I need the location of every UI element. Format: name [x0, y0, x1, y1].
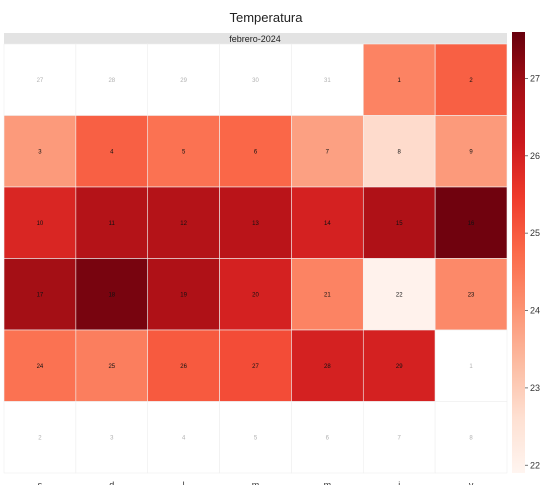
- day-label: 6: [326, 435, 330, 441]
- day-label: 24: [37, 364, 44, 370]
- day-label: 1: [469, 364, 473, 370]
- day-label: 29: [396, 364, 403, 370]
- day-cell: [3, 258, 77, 331]
- day-label: 3: [110, 435, 114, 441]
- day-cell: [3, 115, 77, 188]
- day-cell: [219, 401, 292, 474]
- day-label: 2: [38, 435, 42, 441]
- day-label: 25: [108, 364, 115, 370]
- day-label: 19: [180, 292, 187, 298]
- day-label: 30: [252, 78, 259, 84]
- month-strip: [4, 33, 507, 44]
- day-cell: [3, 43, 77, 116]
- day-label: 21: [324, 292, 331, 298]
- day-cell: [75, 401, 149, 474]
- day-label: 17: [37, 292, 44, 298]
- day-label: 26: [180, 364, 187, 370]
- day-label: 9: [469, 149, 473, 155]
- day-label: 7: [398, 435, 402, 441]
- day-label: 13: [252, 221, 259, 227]
- day-label: 28: [108, 78, 115, 84]
- day-cell: [147, 401, 220, 474]
- day-cell: [219, 329, 292, 402]
- day-label: 1: [398, 78, 402, 84]
- day-cell: [291, 329, 364, 402]
- weekday-label: s: [38, 480, 43, 485]
- day-label: 28: [324, 364, 331, 370]
- weekday-label: l: [183, 480, 185, 485]
- day-label: 8: [469, 435, 473, 441]
- weekday-label: d: [109, 480, 114, 485]
- day-cell: [291, 115, 364, 188]
- day-label: 12: [180, 221, 187, 227]
- day-label: 15: [396, 221, 403, 227]
- chart-title: Temperatura: [230, 10, 304, 25]
- weekday-label: v: [469, 480, 474, 485]
- day-cell: [219, 186, 292, 259]
- day-label: 11: [109, 221, 116, 227]
- day-cell: [291, 258, 364, 331]
- day-cell: [362, 329, 436, 402]
- day-cell: [219, 115, 292, 188]
- day-cell: [434, 186, 508, 259]
- colorbar-tick-label: 25: [530, 228, 540, 238]
- day-label: 20: [252, 292, 259, 298]
- weekday-label: m: [252, 480, 260, 485]
- weekday-label: j: [397, 480, 400, 485]
- day-cell: [362, 186, 436, 259]
- day-cell: [147, 329, 220, 402]
- day-label: 8: [398, 149, 402, 155]
- colorbar-tick-label: 24: [530, 306, 540, 316]
- day-label: 3: [38, 149, 42, 155]
- day-cell: [434, 329, 508, 402]
- colorbar-tick-label: 23: [530, 383, 540, 393]
- day-label: 31: [324, 78, 331, 84]
- day-cell: [75, 43, 149, 116]
- colorbar: [512, 32, 525, 473]
- day-label: 22: [396, 292, 403, 298]
- day-label: 4: [110, 149, 114, 155]
- colorbar-tick-label: 22: [530, 460, 540, 470]
- day-label: 7: [326, 149, 330, 155]
- day-label: 5: [182, 149, 186, 155]
- day-label: 18: [108, 292, 115, 298]
- day-cell: [362, 115, 436, 188]
- day-cell: [3, 401, 77, 474]
- colorbar-tick-label: 27: [530, 73, 540, 83]
- day-label: 29: [180, 78, 187, 84]
- day-cell: [75, 115, 149, 188]
- day-label: 14: [324, 221, 331, 227]
- day-cell: [291, 186, 364, 259]
- weekday-label: m: [324, 480, 332, 485]
- day-cell: [434, 115, 508, 188]
- day-cell: [219, 258, 292, 331]
- month-strip-label: febrero-2024: [229, 34, 281, 44]
- day-cell: [434, 401, 508, 474]
- day-label: 6: [254, 149, 258, 155]
- day-cell: [3, 329, 77, 402]
- day-cell: [147, 186, 220, 259]
- day-label: 23: [468, 292, 475, 298]
- day-label: 27: [252, 364, 259, 370]
- day-label: 10: [37, 221, 44, 227]
- day-label: 27: [37, 78, 44, 84]
- day-label: 5: [254, 435, 258, 441]
- day-cell: [75, 186, 149, 259]
- day-cell: [434, 258, 508, 331]
- day-cell: [147, 258, 220, 331]
- colorbar-ticks: 22 23 24 25 26 27: [525, 73, 540, 470]
- day-label: 4: [182, 435, 186, 441]
- day-label: 16: [468, 221, 475, 227]
- day-cell: [434, 43, 508, 116]
- colorbar-tick-label: 26: [530, 151, 540, 161]
- day-label: 2: [469, 78, 473, 84]
